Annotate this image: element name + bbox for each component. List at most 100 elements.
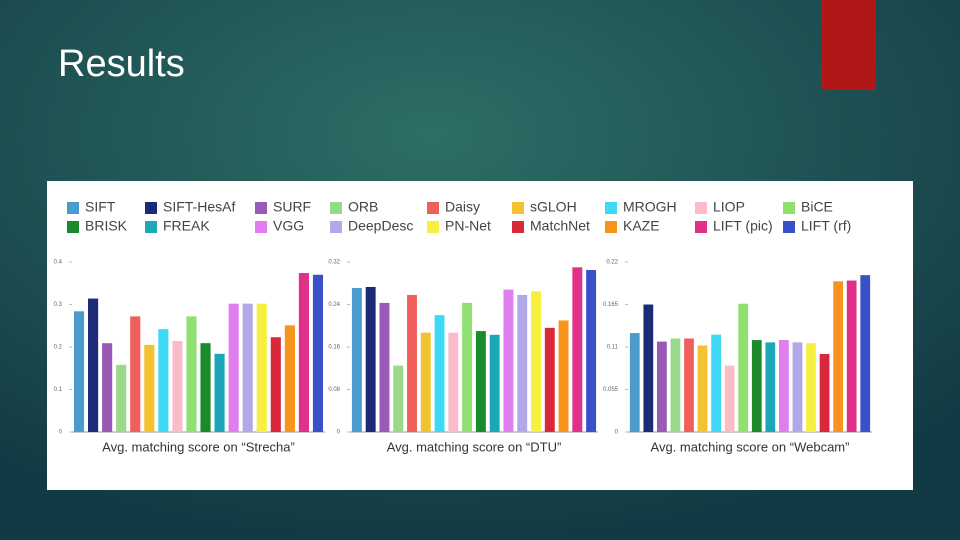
bar <box>172 341 183 432</box>
bar <box>420 332 431 432</box>
bar <box>102 343 113 432</box>
legend-swatch <box>330 202 342 214</box>
legend-swatch <box>427 221 439 233</box>
bar <box>434 315 445 432</box>
legend-label: LIFT (pic) <box>713 218 773 234</box>
legend-label: sGLOH <box>530 199 577 215</box>
legend-swatch <box>783 202 795 214</box>
legend-swatch <box>605 202 617 214</box>
bar <box>256 303 267 432</box>
bar <box>517 294 528 432</box>
legend-label: MROGH <box>623 199 677 215</box>
bar <box>572 267 583 432</box>
y-tick-label: 0 <box>615 430 619 436</box>
bar <box>586 269 597 432</box>
y-tick-label: 0.4 <box>54 260 63 266</box>
bar <box>351 288 362 432</box>
bar <box>544 327 555 432</box>
y-tick-label: 0.16 <box>328 345 340 351</box>
legend-swatch <box>783 221 795 233</box>
bar <box>558 320 569 432</box>
y-tick-label: 0.11 <box>607 345 619 351</box>
bar <box>448 332 459 432</box>
bar <box>284 325 295 432</box>
bar <box>116 364 127 432</box>
bar <box>684 338 694 432</box>
bar <box>724 365 735 432</box>
legend-label: VGG <box>273 218 304 234</box>
legend-label: ORB <box>348 199 378 215</box>
bar <box>270 337 281 432</box>
bar <box>242 303 253 432</box>
bar <box>475 331 486 432</box>
legend-swatch <box>67 221 79 233</box>
legend-label: DeepDesc <box>348 218 413 234</box>
y-tick-label: 0.055 <box>603 387 619 393</box>
legend-swatch <box>330 221 342 233</box>
y-tick-label: 0.2 <box>54 345 63 351</box>
legend-label: KAZE <box>623 218 660 234</box>
bar <box>531 291 541 432</box>
y-tick-label: 0.08 <box>328 387 340 393</box>
legend-swatch <box>427 202 439 214</box>
y-tick-label: 0.32 <box>328 260 340 266</box>
bar <box>643 304 654 432</box>
bar <box>379 302 390 432</box>
legend-swatch <box>67 202 79 214</box>
bar <box>819 353 830 432</box>
y-tick-label: 0 <box>337 430 341 436</box>
bar <box>503 289 514 432</box>
legend-label: SIFT <box>85 199 116 215</box>
bar <box>779 340 789 432</box>
y-tick-label: 0.3 <box>54 302 63 308</box>
legend-label: SURF <box>273 199 311 215</box>
y-tick-label: 0.1 <box>54 387 63 393</box>
bar <box>806 343 816 432</box>
legend-swatch <box>512 202 524 214</box>
bar <box>462 302 473 432</box>
legend-swatch <box>255 202 267 214</box>
y-tick-label: 0.165 <box>603 302 619 308</box>
legend-swatch <box>255 221 267 233</box>
bar <box>751 340 762 432</box>
y-tick-label: 0.22 <box>606 260 618 266</box>
legend-swatch <box>145 221 157 233</box>
bar <box>365 286 376 432</box>
bar <box>765 342 776 432</box>
bar <box>186 316 197 432</box>
legend-label: SIFT-HesAf <box>163 199 235 215</box>
bar <box>200 343 211 432</box>
bar <box>670 338 681 432</box>
bar <box>833 281 843 432</box>
legend-label: PN-Net <box>445 218 491 234</box>
bar <box>298 273 309 432</box>
bar <box>393 365 404 432</box>
legend-label: LIOP <box>713 199 745 215</box>
x-axis-label: Avg. matching score on “Webcam” <box>651 439 850 454</box>
bar <box>158 329 169 432</box>
bar <box>228 303 239 432</box>
legend-label: BRISK <box>85 218 128 234</box>
bar <box>73 311 85 432</box>
legend-label: MatchNet <box>530 218 590 234</box>
legend-swatch <box>695 202 707 214</box>
accent-block <box>821 0 876 90</box>
legend-label: Daisy <box>445 199 480 215</box>
bar <box>214 353 225 432</box>
slide-title: Results <box>58 43 185 85</box>
x-axis-label: Avg. matching score on “DTU” <box>387 439 562 454</box>
bar <box>629 333 640 432</box>
legend-swatch <box>695 221 707 233</box>
bar <box>407 294 417 432</box>
bar <box>860 275 871 432</box>
legend-label: FREAK <box>163 218 210 234</box>
x-axis-label: Avg. matching score on “Strecha” <box>102 439 295 454</box>
bar <box>657 341 667 432</box>
legend-swatch <box>145 202 157 214</box>
y-tick-label: 0 <box>59 430 63 436</box>
bar <box>711 334 721 432</box>
bar <box>144 344 155 432</box>
bar <box>738 303 749 432</box>
legend-swatch <box>512 221 524 233</box>
